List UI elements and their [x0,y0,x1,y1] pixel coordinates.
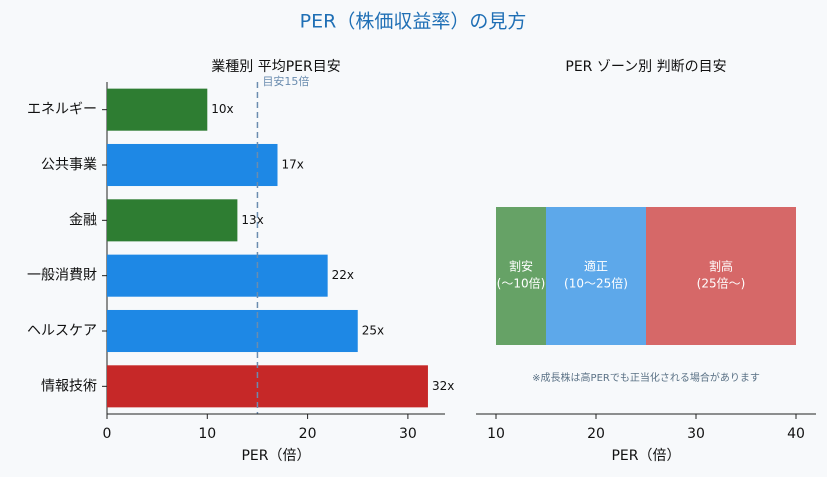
bar [107,88,208,131]
value-label: 25x [362,324,384,338]
zone-label: (〜10倍) [497,276,546,291]
bar [107,365,428,408]
x-axis-label: PER（倍） [241,448,310,464]
x-tick-label: 20 [299,426,317,442]
y-tick-label: 情報技術 [41,378,97,394]
zone-label: 割高 [709,259,733,274]
x-tick-label: 30 [399,426,417,442]
zone [546,207,646,345]
x-tick-label: 10 [487,426,505,442]
bar [107,254,328,297]
zone [646,207,796,345]
x-axis-label: PER（倍） [611,448,680,464]
y-tick-label: 公共事業 [41,157,97,173]
x-tick-label: 20 [587,426,605,442]
zone-label: 割安 [509,259,533,274]
value-label: 17x [282,158,304,172]
zone-label: (10〜25倍) [564,276,628,291]
x-tick-label: 0 [103,426,112,442]
chart-title: 業種別 平均PER目安 [211,59,340,75]
bar [107,199,238,242]
bar [107,143,278,187]
y-tick-label: 一般消費財 [27,268,97,284]
value-label: 32x [432,379,454,393]
zone-label: 適正 [584,259,608,274]
value-label: 13x [241,213,263,227]
y-tick-label: エネルギー [27,102,97,118]
value-label: 10x [211,102,233,116]
x-tick-label: 30 [687,426,705,442]
y-tick-label: ヘルスケア [27,323,97,339]
x-tick-label: 10 [198,426,216,442]
reference-label: 目安15倍 [262,74,309,88]
suptitle: PER（株価収益率）の見方 [300,11,527,33]
x-tick-label: 40 [787,426,805,442]
bar [107,309,358,353]
chart-title: PER ゾーン別 判断の目安 [565,59,726,75]
zone-label: (25倍〜) [697,276,746,291]
value-label: 22x [332,268,354,282]
y-tick-label: 金融 [69,212,97,228]
note: ※成長株は高PERでも正当化される場合があります [532,371,760,384]
zone [496,207,546,345]
